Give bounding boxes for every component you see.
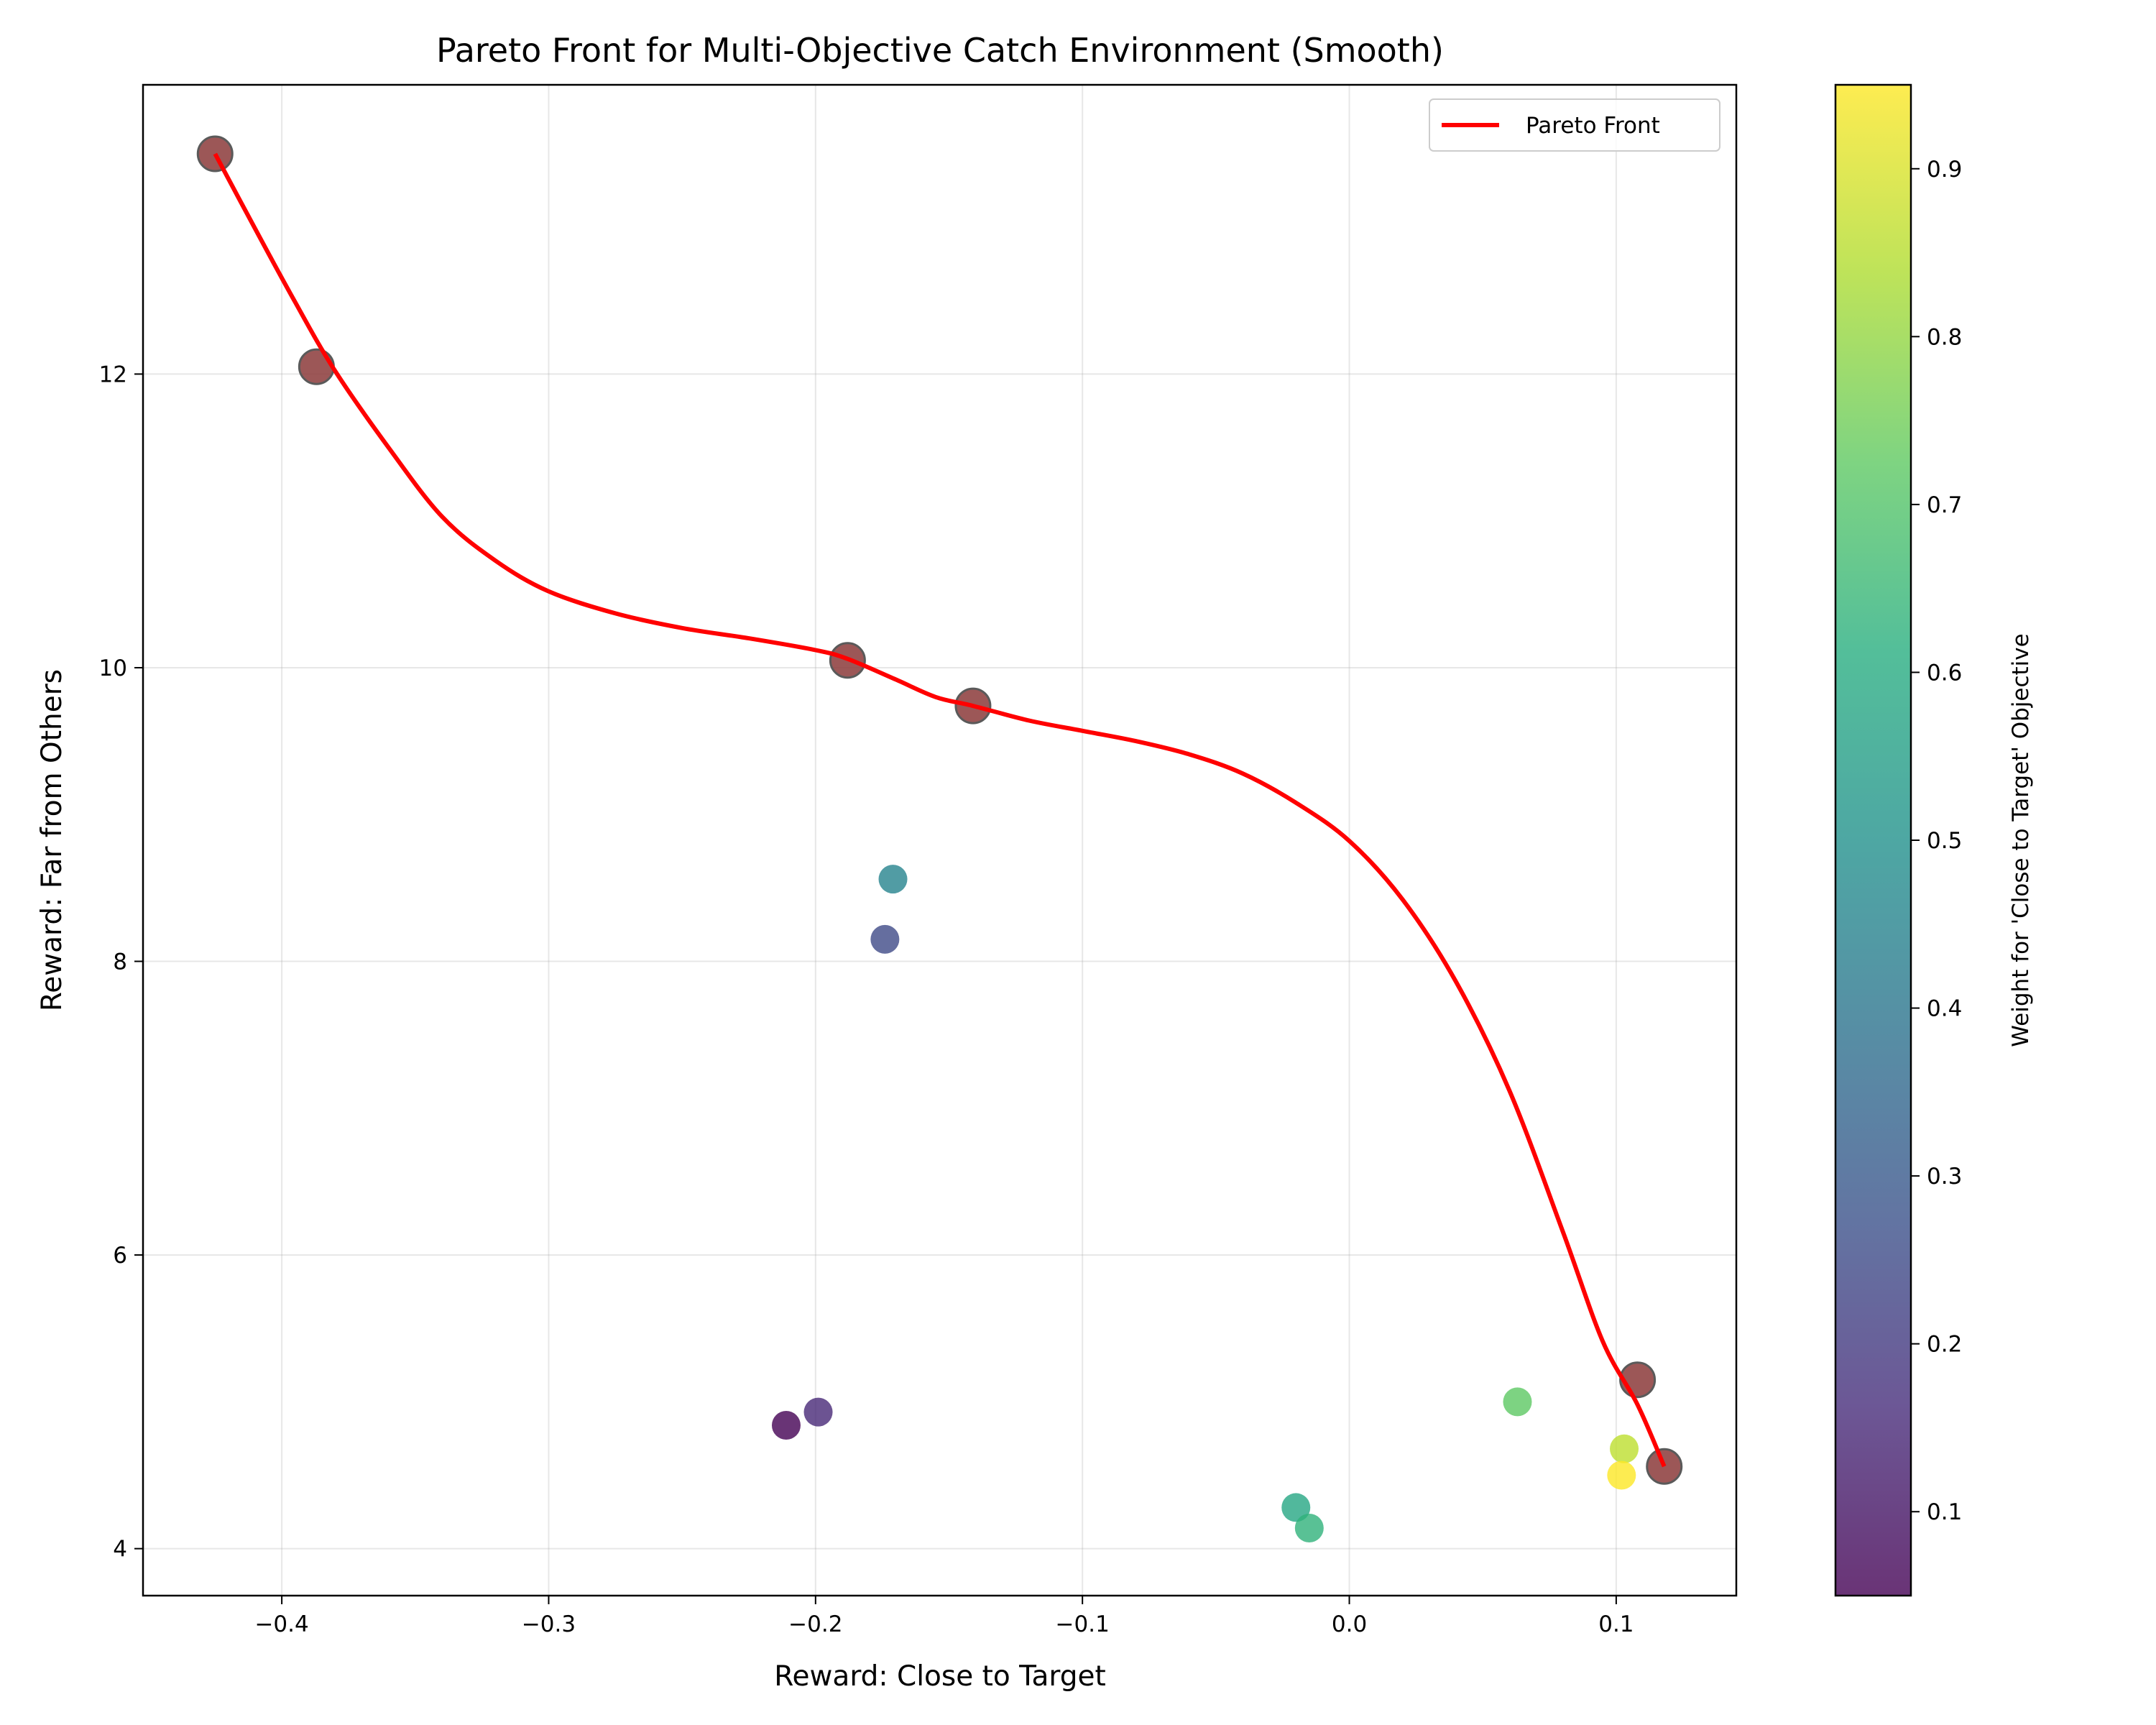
colorbar-tick-label: 0.6 [1927, 660, 1962, 686]
y-tick-label: 4 [113, 1537, 127, 1563]
plot-frame [142, 83, 1738, 1597]
y-tick-label: 12 [99, 362, 127, 387]
legend-frame [1429, 98, 1720, 152]
colorbar-tick-label: 0.7 [1927, 492, 1962, 518]
colorbar-label: Weight for 'Close to Target' Objective [2008, 633, 2034, 1046]
legend-label: Pareto Front [1526, 113, 1660, 139]
pareto-point [298, 348, 335, 385]
legend: Pareto Front [1429, 98, 1720, 152]
x-tick-label: 0.0 [1332, 1611, 1367, 1637]
x-axis-label: Reward: Close to Target [774, 1660, 1106, 1693]
y-tick-label: 6 [113, 1243, 127, 1269]
pareto-points [196, 135, 1683, 1485]
y-axis-label: Reward: Far from Others [36, 669, 68, 1011]
scatter-point [771, 1411, 801, 1440]
colorbar-tick-label: 0.5 [1927, 828, 1962, 854]
colorbar-tick-label: 0.8 [1927, 324, 1962, 350]
scatter-point [878, 865, 908, 894]
scatter-point [1607, 1460, 1636, 1490]
colorbar-ticks: 0.1 0.2 0.3 0.4 0.5 0.6 0.7 0.8 0.9 [1911, 157, 1962, 1525]
colorbar-tick-label: 0.2 [1927, 1332, 1962, 1358]
x-axis-ticks: −0.4 −0.3 −0.2 −0.1 0.0 0.1 [254, 1596, 1634, 1637]
scatter-point [803, 1397, 833, 1427]
scatter-points [771, 865, 1639, 1543]
y-tick-label: 8 [113, 949, 127, 975]
pareto-point [196, 135, 234, 172]
pareto-front-line-group [213, 152, 1667, 1468]
scatter-point [1610, 1434, 1639, 1463]
y-tick-label: 10 [99, 656, 127, 681]
pareto-point [1646, 1448, 1683, 1485]
pareto-front-line [213, 152, 1667, 1468]
y-axis-ticks: 4 6 8 10 12 [99, 362, 143, 1563]
colorbar-tick-label: 0.3 [1927, 1164, 1962, 1190]
x-tick-label: −0.4 [254, 1611, 308, 1637]
chart-title: Pareto Front for Multi-Objective Catch E… [436, 31, 1444, 70]
scatter-point [870, 924, 900, 954]
colorbar-tick-label: 0.9 [1927, 157, 1962, 183]
colorbar: 0.1 0.2 0.3 0.4 0.5 0.6 0.7 0.8 0.9 Weight for '… [1834, 83, 2034, 1597]
x-tick-label: −0.2 [788, 1611, 842, 1637]
scatter-point [1281, 1493, 1311, 1522]
x-tick-label: −0.3 [522, 1611, 576, 1637]
colorbar-tick-label: 0.1 [1927, 1499, 1962, 1525]
scatter-point [1503, 1387, 1532, 1417]
scatter-point [1294, 1514, 1324, 1543]
x-tick-label: 0.1 [1598, 1611, 1634, 1637]
x-tick-label: −0.1 [1056, 1611, 1110, 1637]
colorbar-gradient [1835, 85, 1911, 1596]
colorbar-tick-label: 0.4 [1927, 996, 1962, 1022]
